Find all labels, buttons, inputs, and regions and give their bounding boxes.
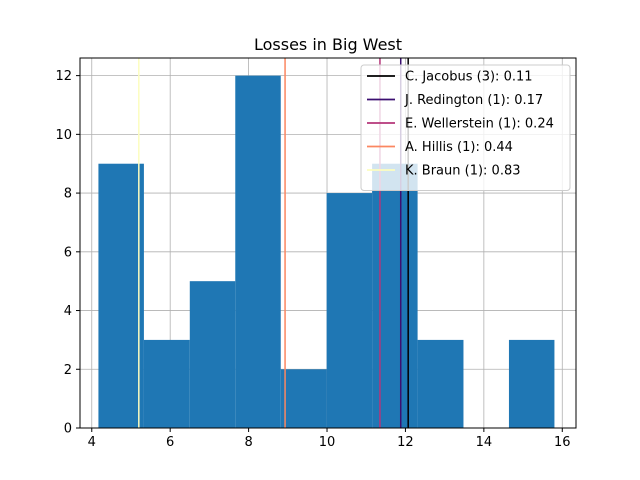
y-tick-label: 2	[64, 363, 72, 378]
legend: C. Jacobus (3): 0.11 J. Redington (1): 0.…	[360, 64, 571, 191]
legend-label: J. Redington (1): 0.17	[404, 93, 543, 108]
y-tick-label: 6	[64, 245, 72, 260]
y-axis-ticks: 0 2 4 6 8 10 12	[55, 69, 80, 437]
x-axis-ticks: 4 6 8 10 12 14 16	[88, 428, 571, 450]
histogram-bar	[508, 339, 555, 428]
legend-label: K. Braun (1): 0.83	[405, 164, 521, 179]
histogram-bar	[372, 163, 418, 428]
y-tick-label: 10	[55, 128, 72, 143]
x-tick-label: 4	[88, 435, 96, 450]
x-tick-label: 12	[397, 435, 414, 450]
histogram-bar	[143, 339, 190, 428]
histogram-bar	[235, 75, 281, 428]
histogram-bar	[98, 163, 144, 428]
y-tick-label: 12	[55, 69, 72, 84]
y-tick-label: 0	[64, 422, 72, 437]
legend-label: C. Jacobus (3): 0.11	[405, 70, 533, 85]
x-tick-label: 8	[244, 435, 252, 450]
x-tick-label: 6	[166, 435, 174, 450]
chart-title: Losses in Big West	[254, 35, 402, 54]
y-tick-label: 4	[64, 304, 72, 319]
legend-label: A. Hillis (1): 0.44	[405, 140, 513, 155]
legend-label: E. Wellerstein (1): 0.24	[405, 117, 554, 132]
x-tick-label: 10	[319, 435, 336, 450]
x-tick-label: 14	[476, 435, 493, 450]
histogram-bars	[98, 75, 555, 428]
histogram-bar	[326, 193, 373, 428]
histogram-bar	[280, 369, 327, 428]
histogram-bar	[189, 281, 236, 428]
plot-frame	[79, 57, 577, 429]
x-tick-label: 16	[554, 435, 571, 450]
y-tick-label: 8	[64, 187, 72, 202]
histogram-bar	[417, 339, 464, 428]
legend-box	[360, 64, 571, 191]
